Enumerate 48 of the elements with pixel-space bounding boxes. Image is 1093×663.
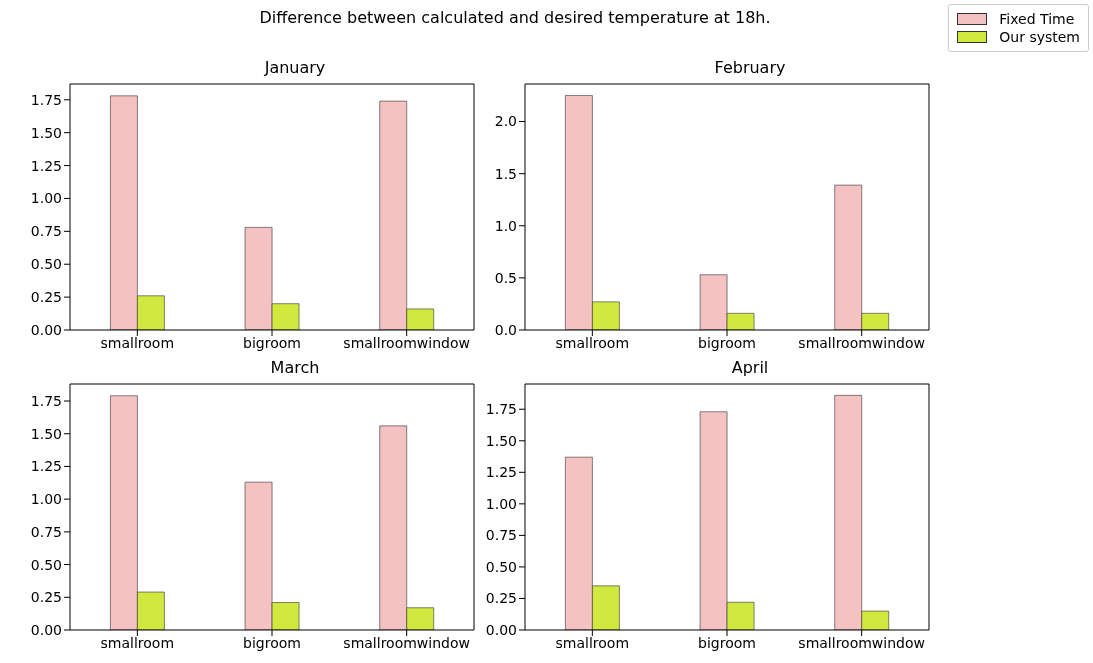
chart-title: February bbox=[713, 58, 787, 77]
x-tick-label: bigroom bbox=[243, 334, 301, 351]
y-tick-label: 1.00 bbox=[30, 491, 62, 508]
y-tick-label: 1.50 bbox=[30, 124, 62, 141]
y-tick-label: 1.75 bbox=[30, 91, 62, 108]
y-tick-label: 0.00 bbox=[30, 321, 62, 338]
y-tick-label: 0.75 bbox=[485, 527, 517, 544]
chart-title: January bbox=[263, 58, 327, 77]
y-tick-label: 0.25 bbox=[30, 289, 62, 306]
x-tick-label: smallroomwindow bbox=[798, 634, 925, 651]
y-tick-label: 1.50 bbox=[485, 432, 517, 449]
y-tick-label: 1.5 bbox=[494, 165, 517, 182]
legend-label: Fixed Time bbox=[999, 11, 1075, 27]
y-tick-label: 1.0 bbox=[494, 217, 517, 234]
y-tick-label: 1.50 bbox=[30, 425, 62, 442]
chart-title: March bbox=[269, 358, 321, 377]
x-tick-label: smallroom bbox=[100, 334, 175, 351]
y-tick-label: 0.5 bbox=[494, 269, 517, 286]
x-tick-label: smallroom bbox=[555, 334, 630, 351]
y-tick-label: 1.00 bbox=[485, 495, 517, 512]
x-tick-label: bigroom bbox=[698, 334, 756, 351]
y-tick-label: 1.25 bbox=[485, 464, 517, 481]
y-tick-label: 1.25 bbox=[30, 458, 62, 475]
y-tick-label: 1.75 bbox=[485, 401, 517, 418]
y-tick-label: 0.75 bbox=[30, 523, 62, 540]
y-tick-label: 0.25 bbox=[30, 589, 62, 606]
y-tick-label: 1.00 bbox=[30, 190, 62, 207]
y-tick-label: 0.00 bbox=[30, 621, 62, 638]
y-tick-label: 0.50 bbox=[30, 256, 62, 273]
y-tick-label: 0.50 bbox=[485, 558, 517, 575]
x-tick-label: smallroom bbox=[100, 634, 175, 651]
x-tick-label: smallroom bbox=[555, 634, 630, 651]
x-tick-label: smallroomwindow bbox=[343, 334, 470, 351]
y-tick-label: 0.75 bbox=[30, 223, 62, 240]
x-tick-label: smallroomwindow bbox=[798, 334, 925, 351]
y-tick-label: 0.50 bbox=[30, 556, 62, 573]
x-tick-label: bigroom bbox=[243, 634, 301, 651]
text: Difference between calculated and desired temperature at 18h. bbox=[259, 8, 771, 27]
y-tick-label: 1.75 bbox=[30, 392, 62, 409]
y-tick-label: 0.00 bbox=[485, 621, 517, 638]
y-tick-label: 2.0 bbox=[494, 113, 517, 130]
legend-label: Our system bbox=[999, 29, 1080, 45]
x-tick-label: bigroom bbox=[698, 634, 756, 651]
x-tick-label: smallroomwindow bbox=[343, 634, 470, 651]
y-tick-label: 0.25 bbox=[485, 590, 517, 607]
y-tick-label: 0.0 bbox=[494, 321, 517, 338]
y-tick-label: 1.25 bbox=[30, 157, 62, 174]
chart-title: April bbox=[730, 358, 770, 377]
